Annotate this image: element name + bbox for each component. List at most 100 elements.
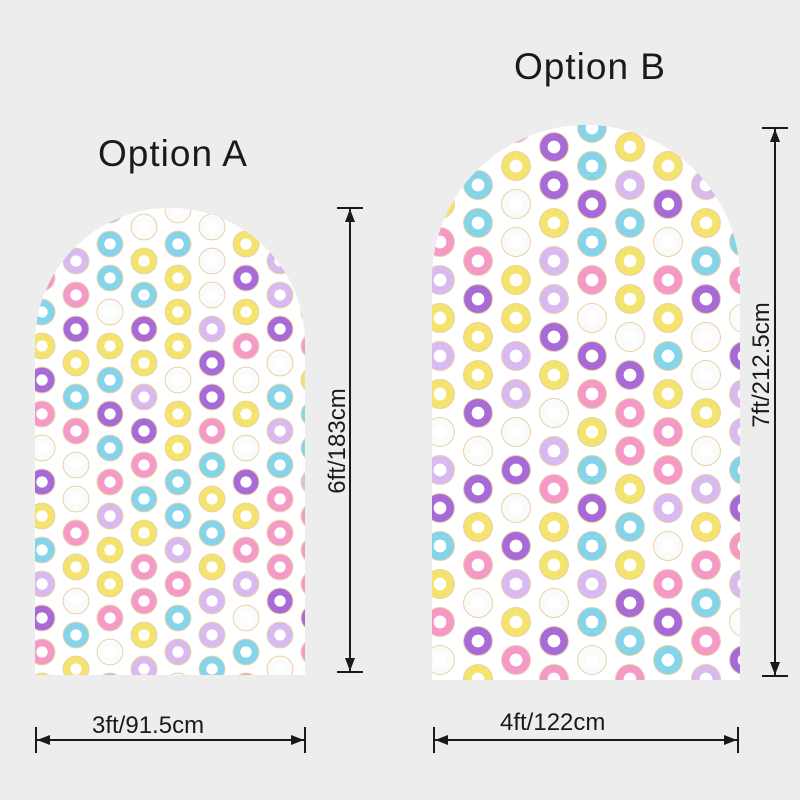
donut-mark xyxy=(653,531,683,561)
donut-mark xyxy=(691,626,721,656)
donut-mark xyxy=(729,531,740,561)
donut-edge xyxy=(539,398,569,428)
donut-edge xyxy=(463,664,493,680)
donut-mark xyxy=(501,341,531,371)
donut-mark xyxy=(653,227,683,257)
donut-mark xyxy=(165,469,191,495)
donut-edge xyxy=(266,655,294,675)
donut-edge xyxy=(539,588,569,618)
donut-edge xyxy=(463,512,493,542)
donut-mark xyxy=(301,639,305,665)
donut-mark xyxy=(199,656,225,675)
donut-edge xyxy=(729,493,740,523)
donut-mark xyxy=(615,322,645,352)
option-a-width-label: 3ft/91.5cm xyxy=(92,712,205,739)
donut-mark xyxy=(653,265,683,295)
donut-edge xyxy=(130,485,158,513)
donut-mark xyxy=(696,707,717,728)
donut-mark xyxy=(199,248,225,274)
donut-edge xyxy=(729,417,740,447)
donut-edge xyxy=(198,349,226,377)
donut-edge xyxy=(615,170,645,200)
donut-edge xyxy=(501,531,531,561)
donut-mark xyxy=(615,208,645,238)
donut-mark xyxy=(463,398,493,428)
donut-edge xyxy=(691,512,721,542)
donut-mark xyxy=(582,688,603,709)
donut-edge xyxy=(539,246,569,276)
donut-edge xyxy=(691,398,721,428)
donut-mark xyxy=(615,550,645,580)
donut-edge xyxy=(300,400,305,428)
donut-mark xyxy=(653,151,683,181)
donut-edge xyxy=(615,398,645,428)
donut-mark xyxy=(463,550,493,580)
donut-mark xyxy=(233,231,259,257)
donut-edge xyxy=(232,434,260,462)
donut-mark xyxy=(233,673,259,675)
donut-mark xyxy=(301,435,305,461)
donut-edge xyxy=(463,398,493,428)
donut-edge xyxy=(300,332,305,360)
donut-edge xyxy=(691,588,721,618)
donut-mark xyxy=(463,322,493,352)
donut-mark xyxy=(63,588,89,614)
donut-mark xyxy=(97,265,123,291)
donut-mark xyxy=(97,639,123,665)
donut-mark xyxy=(729,265,740,295)
donut-edge xyxy=(615,360,645,390)
donut-mark xyxy=(267,452,293,478)
donut-mark xyxy=(97,367,123,393)
donut-edge xyxy=(35,230,56,258)
donut-mark xyxy=(463,588,493,618)
donut-mark xyxy=(463,284,493,314)
donut-mark xyxy=(267,384,293,410)
donut-mark xyxy=(653,493,683,523)
donut-mark xyxy=(131,588,157,614)
donut-mark xyxy=(577,265,607,295)
donut-mark xyxy=(615,474,645,504)
donut-mark xyxy=(199,350,225,376)
donut-mark xyxy=(97,333,123,359)
donut-edge xyxy=(164,230,192,258)
donut-edge xyxy=(300,298,305,326)
donut-edge xyxy=(539,322,569,352)
donut-mark xyxy=(97,435,123,461)
donut-mark xyxy=(501,455,531,485)
donut-mark xyxy=(63,452,89,478)
donut-edge xyxy=(130,247,158,275)
donut-mark xyxy=(301,401,305,427)
donut-edge xyxy=(164,298,192,326)
donut-mark xyxy=(615,284,645,314)
donut-edge xyxy=(130,553,158,581)
donut-edge xyxy=(96,502,124,530)
donut-edge xyxy=(691,626,721,656)
donut-edge xyxy=(615,132,645,162)
donut-mark xyxy=(301,265,305,291)
donut-mark xyxy=(539,550,569,580)
donut-mark xyxy=(165,673,191,675)
donut-mark xyxy=(131,656,157,675)
donut-mark xyxy=(729,189,740,219)
donut-edge xyxy=(300,536,305,564)
donut-mark xyxy=(97,401,123,427)
donut-mark xyxy=(432,607,455,637)
donut-mark xyxy=(577,151,607,181)
donut-edge xyxy=(198,417,226,445)
donut-edge xyxy=(62,485,90,513)
donut-mark xyxy=(691,132,721,162)
donut-edge xyxy=(729,265,740,295)
donut-edge xyxy=(653,227,683,257)
donut-edge xyxy=(577,151,607,181)
donut-mark xyxy=(199,520,225,546)
donut-edge xyxy=(266,451,294,479)
donut-mark xyxy=(620,707,641,728)
donut-edge xyxy=(501,645,531,675)
donut-edge xyxy=(691,246,721,276)
donut-mark xyxy=(131,248,157,274)
donut-edge xyxy=(432,645,455,675)
donut-edge xyxy=(96,366,124,394)
donut-edge xyxy=(653,531,683,561)
donut-mark xyxy=(691,284,721,314)
